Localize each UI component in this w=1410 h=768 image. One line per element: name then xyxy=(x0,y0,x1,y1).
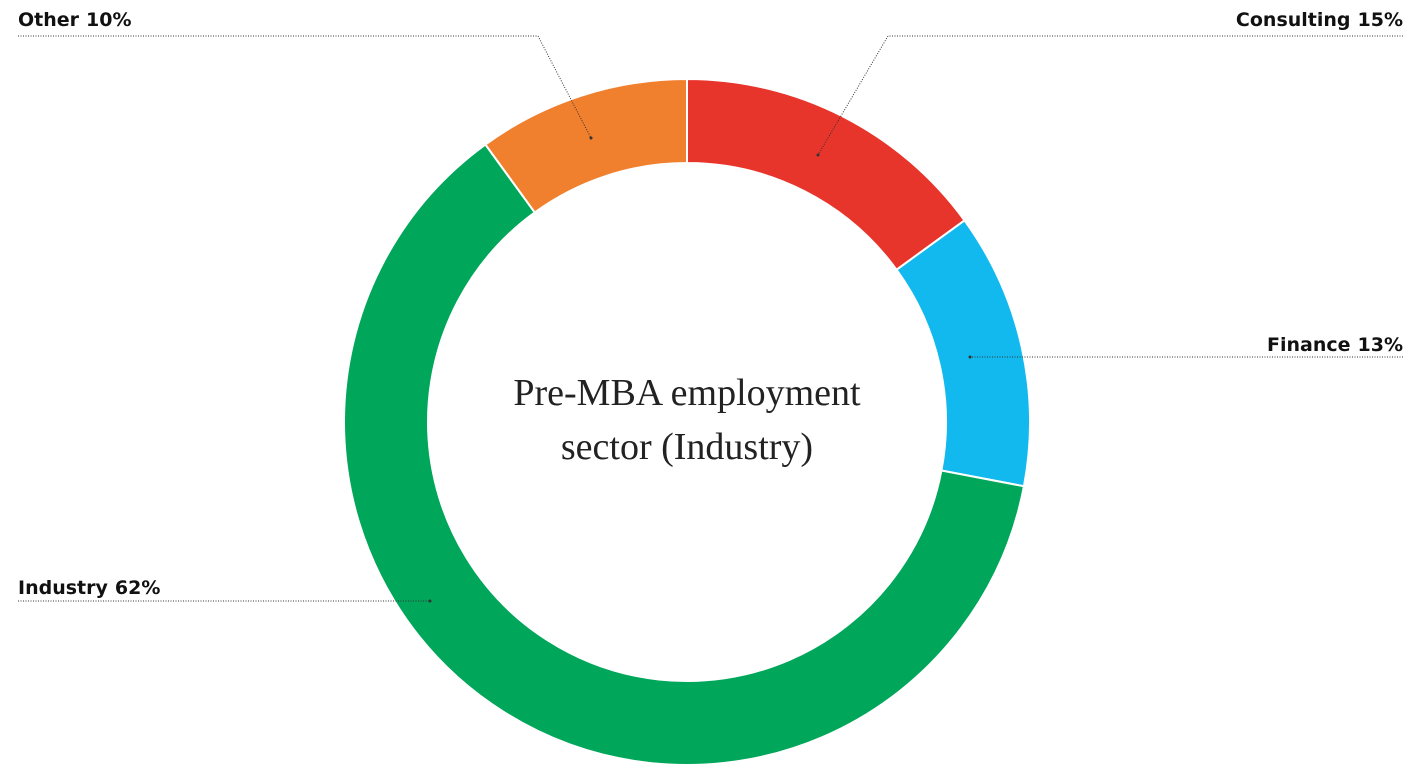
label-value: 15% xyxy=(1358,9,1403,31)
leader-line xyxy=(817,35,1403,156)
label-category: Other xyxy=(18,9,80,31)
chart-title: Pre-MBA employment sector (Industry) xyxy=(513,372,861,468)
label-value: 13% xyxy=(1358,334,1403,356)
label-value: 10% xyxy=(86,9,131,31)
donut-segment xyxy=(895,218,1031,488)
leader-dot xyxy=(968,355,972,359)
leader-dot xyxy=(428,599,432,603)
donut-segment xyxy=(686,77,966,272)
data-label: Finance 13% xyxy=(1267,334,1403,356)
data-label: Consulting 15% xyxy=(1236,9,1403,31)
leader-dot xyxy=(816,153,820,157)
label-category: Industry xyxy=(18,577,108,599)
donut-segment xyxy=(483,77,688,214)
data-label: Other 10% xyxy=(18,9,132,31)
donut-segment xyxy=(342,143,1026,766)
label-value: 62% xyxy=(115,577,160,599)
leader-line xyxy=(18,35,592,139)
label-category: Consulting xyxy=(1236,9,1351,31)
data-label: Industry 62% xyxy=(18,577,160,599)
label-category: Finance xyxy=(1267,334,1351,356)
leader-dot xyxy=(589,136,593,140)
